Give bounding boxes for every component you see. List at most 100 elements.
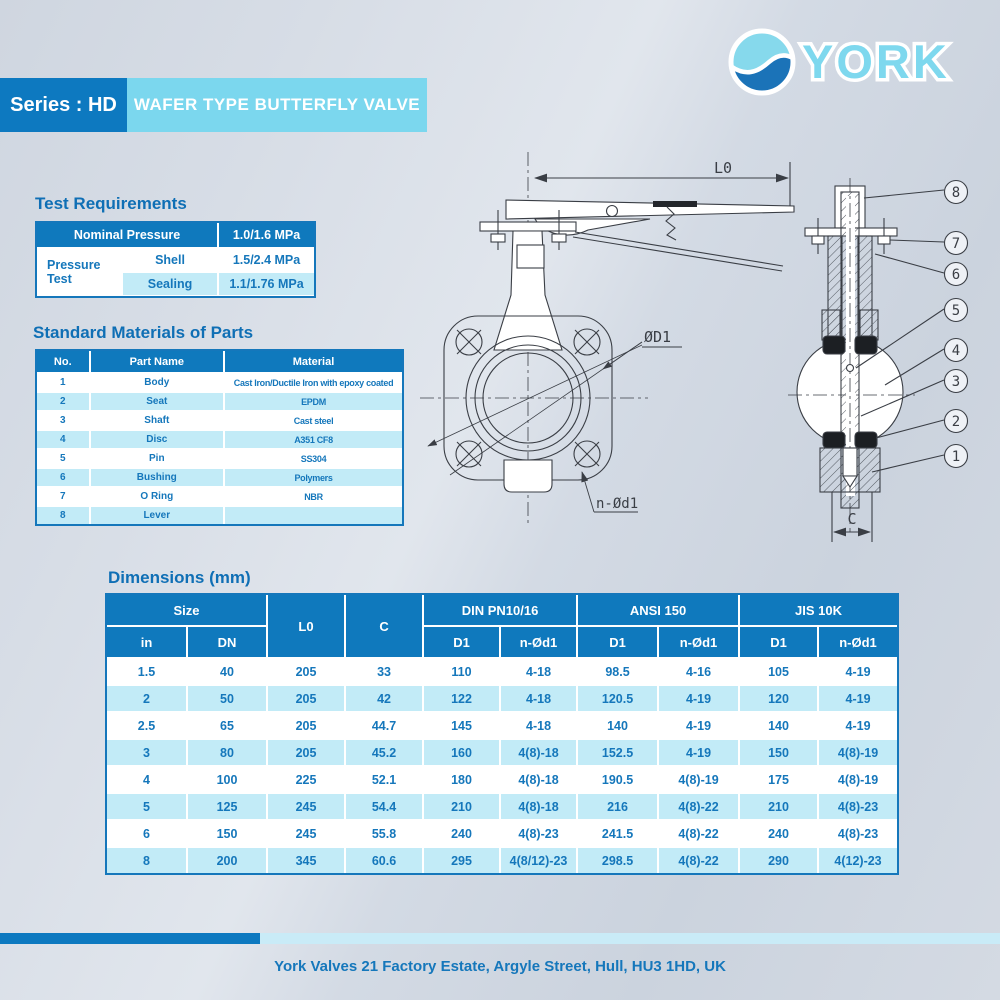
footer-address: York Valves 21 Factory Estate, Argyle St… <box>274 958 726 975</box>
material-part-name: Seat <box>89 392 226 412</box>
part-callouts <box>855 179 969 473</box>
l0-value: 205 <box>267 685 347 713</box>
york-logo-globe-icon <box>728 28 796 96</box>
shell-value: 1.5/2.4 MPa <box>218 248 315 273</box>
col-group-jis: JIS 10K <box>739 595 898 627</box>
jis-d1-value: 210 <box>739 793 820 821</box>
c-value: 60.6 <box>345 847 425 873</box>
l0-value: 225 <box>267 766 347 794</box>
ansi-nd1-value: 4(8)-19 <box>658 766 741 794</box>
ansi-d1-value: 190.5 <box>577 766 660 794</box>
material-no: 3 <box>37 411 91 431</box>
jis-nd1-value: 4(8)-19 <box>818 766 898 794</box>
material-row: 6 Bushing Polymers <box>37 468 402 488</box>
size-in: 6 <box>107 820 188 848</box>
callout-numbers: 8 7 6 5 4 3 2 1 <box>952 185 960 465</box>
dimension-row: 6 150 245 55.8 240 4(8)-23 241.5 4(8)-22… <box>107 820 898 848</box>
materials-col-material: Material <box>224 351 402 374</box>
din-nd1-value: 4(8)-18 <box>500 766 579 794</box>
york-logo-text: YORK <box>802 35 950 88</box>
nominal-pressure-label: Nominal Pressure <box>37 223 220 249</box>
ansi-nd1-value: 4(8)-22 <box>658 820 741 848</box>
material-material <box>224 506 402 524</box>
col-group-size: Size <box>107 595 269 627</box>
col-jis-nd1: n-Ød1 <box>818 626 898 659</box>
din-nd1-value: 4(8)-18 <box>500 793 579 821</box>
material-part-name: Body <box>89 373 226 393</box>
c-value: 54.4 <box>345 793 425 821</box>
material-row: 5 Pin SS304 <box>37 449 402 469</box>
din-d1-value: 295 <box>423 847 502 873</box>
dim-label-d1: ØD1 <box>644 328 671 346</box>
l0-value: 205 <box>267 658 347 686</box>
size-in: 4 <box>107 766 188 794</box>
size-dn: 40 <box>187 658 269 686</box>
col-dn: DN <box>187 626 269 659</box>
size-in: 2 <box>107 685 188 713</box>
materials-table: No. Part Name Material 1 Body Cast Iron/… <box>35 349 404 526</box>
size-dn: 200 <box>187 847 269 873</box>
l0-value: 345 <box>267 847 347 873</box>
din-nd1-value: 4-18 <box>500 658 579 686</box>
din-nd1-value: 4(8)-18 <box>500 739 579 767</box>
ansi-nd1-value: 4-19 <box>658 685 741 713</box>
material-no: 5 <box>37 449 91 469</box>
dimension-row: 3 80 205 45.2 160 4(8)-18 152.5 4-19 150… <box>107 739 898 767</box>
ansi-d1-value: 298.5 <box>577 847 660 873</box>
jis-d1-value: 120 <box>739 685 820 713</box>
dimension-row: 2.5 65 205 44.7 145 4-18 140 4-19 140 4-… <box>107 712 898 740</box>
side-section-drawing <box>788 178 915 542</box>
footer-bar-light <box>260 933 1000 944</box>
col-group-din: DIN PN10/16 <box>423 595 579 627</box>
material-no: 4 <box>37 430 91 450</box>
din-nd1-value: 4-18 <box>500 712 579 740</box>
col-in: in <box>107 626 188 659</box>
size-dn: 65 <box>187 712 269 740</box>
material-row: 4 Disc A351 CF8 <box>37 430 402 450</box>
jis-d1-value: 105 <box>739 658 820 686</box>
jis-nd1-value: 4(8)-19 <box>818 739 898 767</box>
material-part-name: Disc <box>89 430 226 450</box>
din-d1-value: 180 <box>423 766 502 794</box>
pressure-test-label: Pressure Test <box>37 248 123 296</box>
callout-3: 3 <box>952 374 960 390</box>
material-row: 8 Lever <box>37 506 402 524</box>
size-dn: 50 <box>187 685 269 713</box>
bolt-holes <box>455 328 601 468</box>
size-in: 8 <box>107 847 188 873</box>
callout-1: 1 <box>952 449 960 465</box>
material-part-name: O Ring <box>89 487 226 507</box>
product-title: WAFER TYPE BUTTERFLY VALVE <box>133 95 421 114</box>
callout-7: 7 <box>952 236 960 252</box>
din-nd1-value: 4-18 <box>500 685 579 713</box>
l0-value: 205 <box>267 739 347 767</box>
col-l0: L0 <box>267 595 347 659</box>
callout-8: 8 <box>952 185 960 201</box>
col-group-ansi: ANSI 150 <box>577 595 741 627</box>
material-part-name: Bushing <box>89 468 226 488</box>
c-value: 45.2 <box>345 739 425 767</box>
c-value: 44.7 <box>345 712 425 740</box>
material-part-name: Pin <box>89 449 226 469</box>
jis-d1-value: 240 <box>739 820 820 848</box>
din-d1-value: 122 <box>423 685 502 713</box>
ansi-nd1-value: 4-19 <box>658 739 741 767</box>
col-din-d1: D1 <box>423 626 502 659</box>
material-no: 7 <box>37 487 91 507</box>
jis-d1-value: 140 <box>739 712 820 740</box>
material-no: 6 <box>37 468 91 488</box>
dimensions-title: Dimensions (mm) <box>108 568 251 587</box>
c-value: 52.1 <box>345 766 425 794</box>
shell-label: Shell <box>122 248 220 273</box>
york-logo: YORK <box>728 28 950 96</box>
din-d1-value: 110 <box>423 658 502 686</box>
col-jis-d1: D1 <box>739 626 820 659</box>
size-in: 3 <box>107 739 188 767</box>
material-row: 7 O Ring NBR <box>37 487 402 507</box>
series-label: Series : HD <box>10 93 117 116</box>
dim-label-l0: L0 <box>714 159 732 177</box>
ansi-nd1-value: 4(8)-22 <box>658 793 741 821</box>
material-no: 2 <box>37 392 91 412</box>
col-c: C <box>345 595 425 659</box>
jis-d1-value: 290 <box>739 847 820 873</box>
